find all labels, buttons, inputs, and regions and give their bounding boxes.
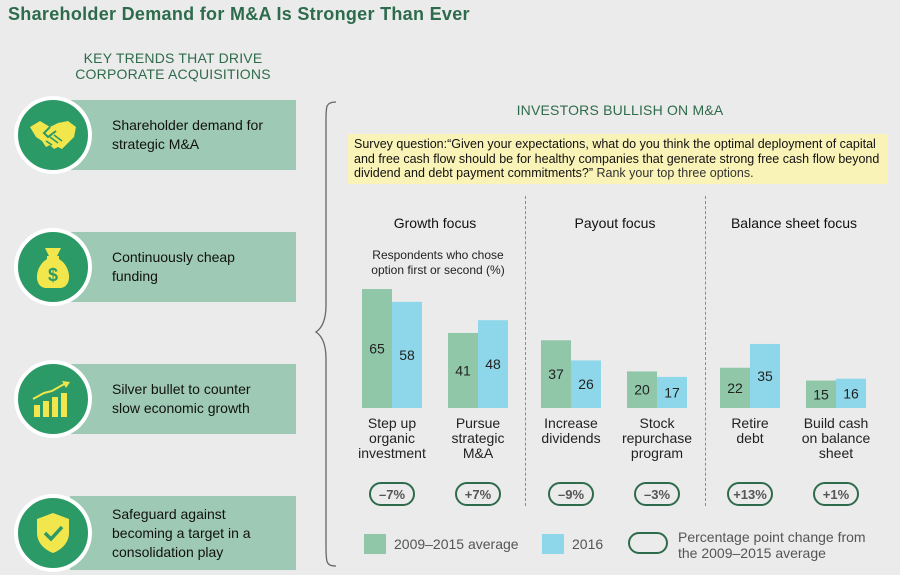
bar-avg-0 (362, 289, 392, 408)
survey-question: Survey question:“Given your expectations… (354, 137, 880, 180)
legend-item-2016: 2016 (542, 534, 603, 554)
change-value: +7% (465, 487, 492, 502)
group-divider (705, 196, 706, 506)
change-oval (548, 482, 594, 506)
trend-label: Continuously cheap funding (112, 249, 235, 284)
bar-value-label: 37 (548, 366, 564, 382)
growth-chart-icon (14, 360, 92, 438)
group-divider (525, 196, 526, 506)
legend-swatch-avg (364, 534, 386, 554)
handshake-icon (14, 96, 92, 174)
change-oval (634, 482, 680, 506)
bar-2016-4 (750, 343, 780, 408)
right-heading: INVESTORS BULLISH ON M&A (516, 102, 724, 118)
legend-item-avg: 2009–2015 average (364, 534, 519, 554)
bar-avg-2 (541, 340, 571, 408)
legend-swatch-2016 (542, 534, 564, 554)
money-bag-icon: $ (14, 228, 92, 306)
bar-value-label: 48 (485, 356, 501, 372)
bar-value-label: 15 (813, 386, 829, 402)
respondents-note: Respondents who chose option first or se… (371, 248, 505, 277)
category-label: Stock repurchase program (622, 415, 692, 461)
bar-value-label: 22 (727, 380, 743, 396)
change-value: +1% (823, 487, 850, 502)
svg-text:$: $ (48, 265, 58, 285)
bar-avg-1 (448, 332, 478, 408)
bar-avg-4 (720, 367, 750, 408)
bar-value-label: 41 (455, 362, 471, 378)
trend-label: Shareholder demand for strategic M&A (112, 117, 263, 152)
bar-2016-5 (836, 378, 866, 408)
change-oval (455, 482, 501, 506)
legend-label-avg: 2009–2015 average (394, 536, 519, 552)
bar-value-label: 65 (369, 341, 385, 357)
change-value: –3% (644, 487, 670, 502)
bar-avg-5 (806, 380, 836, 408)
legend-label-2016: 2016 (572, 536, 604, 552)
shield-check-icon (14, 494, 92, 572)
left-heading: KEY TRENDS THAT DRIVE CORPORATE ACQUISIT… (75, 50, 271, 82)
survey-instruction: Rank your top three options. (596, 166, 754, 180)
bar-value-label: 58 (399, 347, 415, 363)
bar-2016-3 (657, 376, 687, 408)
category-label: Build cash on balance sheet (802, 415, 871, 461)
brace-connector (314, 101, 337, 567)
group-title-balance-sheet: Balance sheet focus (730, 215, 858, 231)
bar-2016-2 (571, 360, 601, 408)
trend-label: Silver bullet to counter slow economic g… (112, 381, 251, 416)
change-oval (727, 482, 773, 506)
survey-question-box: Survey question:“Given your expectations… (348, 134, 888, 184)
group-title-growth: Growth focus (393, 215, 477, 231)
trend-card-safeguard: Safeguard against becoming a target in a… (70, 496, 296, 570)
change-value: –7% (379, 487, 405, 502)
legend-label-change: Percentage point change from the 2009–20… (678, 529, 866, 561)
bar-value-label: 16 (843, 385, 859, 401)
change-value: –9% (558, 487, 584, 502)
page-title: Shareholder Demand for M&A Is Stronger T… (8, 4, 470, 24)
trend-card-cheap-funding: Continuously cheap funding (70, 232, 296, 302)
group-title-payout: Payout focus (574, 215, 656, 231)
trend-label: Safeguard against becoming a target in a… (112, 505, 251, 560)
change-value: +13% (733, 487, 767, 502)
bar-value-label: 35 (757, 368, 773, 384)
bar-avg-3 (627, 371, 657, 408)
bar-2016-0 (392, 301, 422, 408)
bar-value-label: 26 (578, 376, 594, 392)
change-oval (813, 482, 859, 506)
category-label: Step up organic investment (358, 415, 426, 461)
trend-card-shareholder-demand: Shareholder demand for strategic M&A (70, 100, 296, 170)
category-label: Pursue strategic M&A (452, 415, 505, 461)
trend-card-silver-bullet: Silver bullet to counter slow economic g… (70, 364, 296, 434)
bar-value-label: 17 (664, 384, 680, 400)
legend-oval-change (628, 532, 668, 554)
bar-value-label: 20 (634, 382, 650, 398)
category-label: Retire debt (731, 415, 769, 446)
bar-2016-1 (478, 320, 508, 408)
category-label: Increase dividends (541, 415, 600, 446)
change-oval (369, 482, 415, 506)
